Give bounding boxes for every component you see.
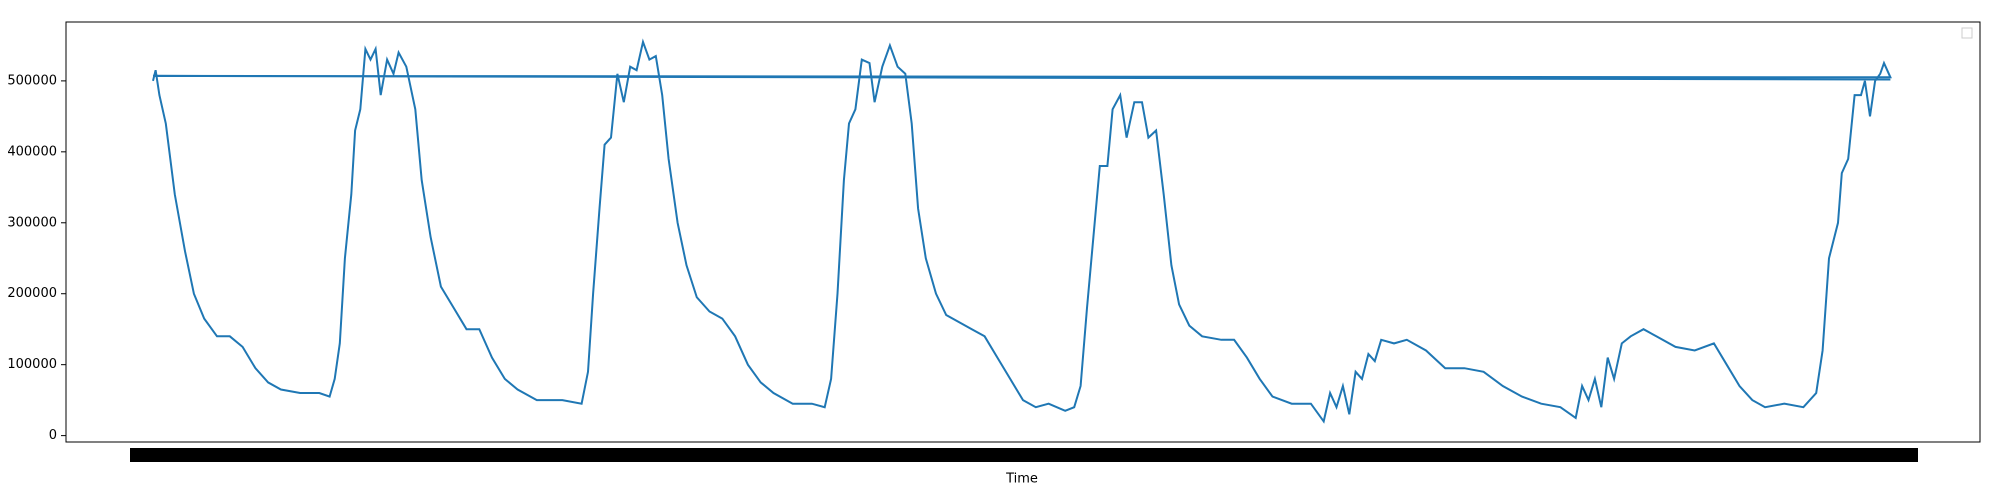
y-tick-label: 400000 [7,144,57,159]
y-tick-label: 100000 [7,357,57,372]
x-axis-label: Time [1005,472,1038,487]
data-line [152,38,1892,424]
y-tick-label: 300000 [7,215,57,230]
y-tick-label: 500000 [7,73,57,88]
x-tick-labels-overlap [130,448,1918,462]
y-tick-label: 200000 [7,286,57,301]
plot-frame [65,21,1981,443]
y-tick-label: 0 [49,428,57,443]
legend-box [1961,27,1973,39]
